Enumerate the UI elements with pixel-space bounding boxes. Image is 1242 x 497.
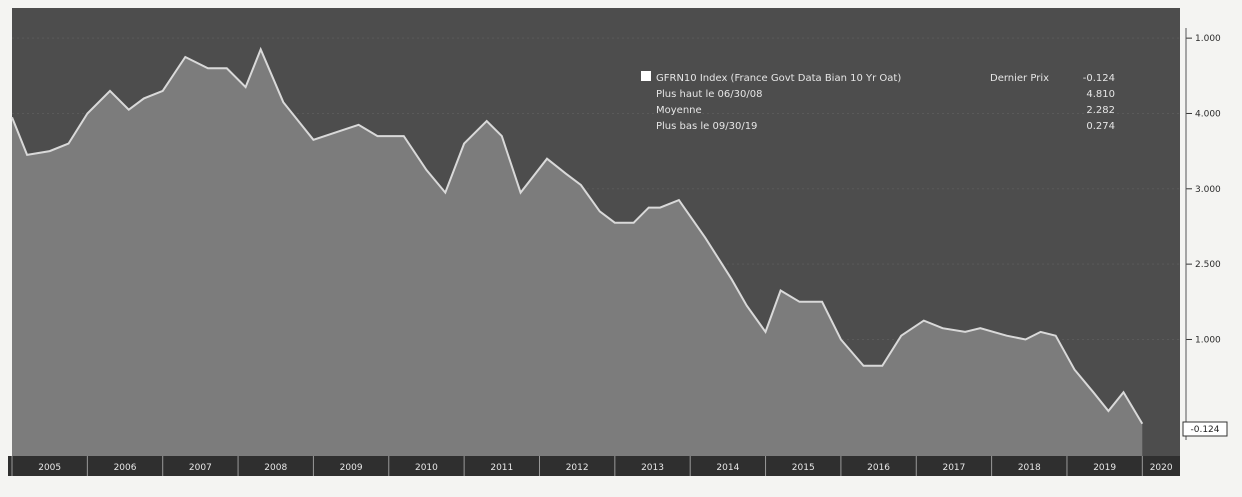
y-axis: 1.000 4.000 3.000 2.500 1.000: [1185, 28, 1221, 440]
x-tick-label: 2008: [264, 463, 287, 473]
legend-swatch: [641, 71, 651, 81]
x-tick-label: 2017: [942, 463, 965, 473]
x-tick-label: 2020: [1150, 463, 1173, 473]
legend-high-label: Plus haut le 06/30/08: [656, 89, 762, 100]
y-tick-label: 1.000: [1195, 34, 1221, 44]
x-tick-label: 2007: [189, 463, 212, 473]
series-area: [12, 49, 1143, 461]
legend-last-price-label: Dernier Prix: [990, 73, 1049, 84]
x-tick-label: 2018: [1018, 463, 1041, 473]
x-axis: 2005 2006 2007 2008 2009 2010 2011 2012 2013 2014…: [11, 456, 1173, 476]
x-tick-label: 2012: [566, 463, 589, 473]
last-value-marker: -0.124: [1182, 421, 1228, 437]
legend: GFRN10 Index (France Govt Data Bian 10 Y…: [641, 71, 1115, 132]
last-value-box: [1182, 421, 1228, 437]
x-tick-label: 2019: [1093, 463, 1116, 473]
legend-low-value: 0.274: [1086, 121, 1115, 132]
x-tick-label: 2010: [415, 463, 438, 473]
legend-series-name: GFRN10 Index (France Govt Data Bian 10 Y…: [656, 73, 901, 84]
legend-avg-label: Moyenne: [656, 105, 702, 116]
x-tick-label: 2011: [490, 463, 513, 473]
legend-low-label: Plus bas le 09/30/19: [656, 121, 757, 132]
x-tick-label: 2016: [867, 463, 890, 473]
x-tick-label: 2015: [792, 463, 815, 473]
y-tick-label: 3.000: [1195, 185, 1221, 195]
legend-last-price-value: -0.124: [1083, 73, 1115, 84]
last-value-label: -0.124: [1190, 425, 1219, 435]
x-tick-label: 2005: [38, 463, 61, 473]
x-tick-label: 2013: [641, 463, 664, 473]
x-axis-bar: [8, 456, 1180, 476]
x-tick-label: 2014: [716, 463, 739, 473]
x-tick-label: 2009: [340, 463, 363, 473]
series-line: [11, 46, 1144, 425]
legend-avg-value: 2.282: [1086, 105, 1115, 116]
y-tick-label: 4.000: [1195, 109, 1221, 119]
y-tick-label: 1.000: [1195, 335, 1221, 345]
x-tick-label: 2006: [114, 463, 137, 473]
y-tick-label: 2.500: [1195, 260, 1221, 270]
legend-high-value: 4.810: [1086, 89, 1115, 100]
